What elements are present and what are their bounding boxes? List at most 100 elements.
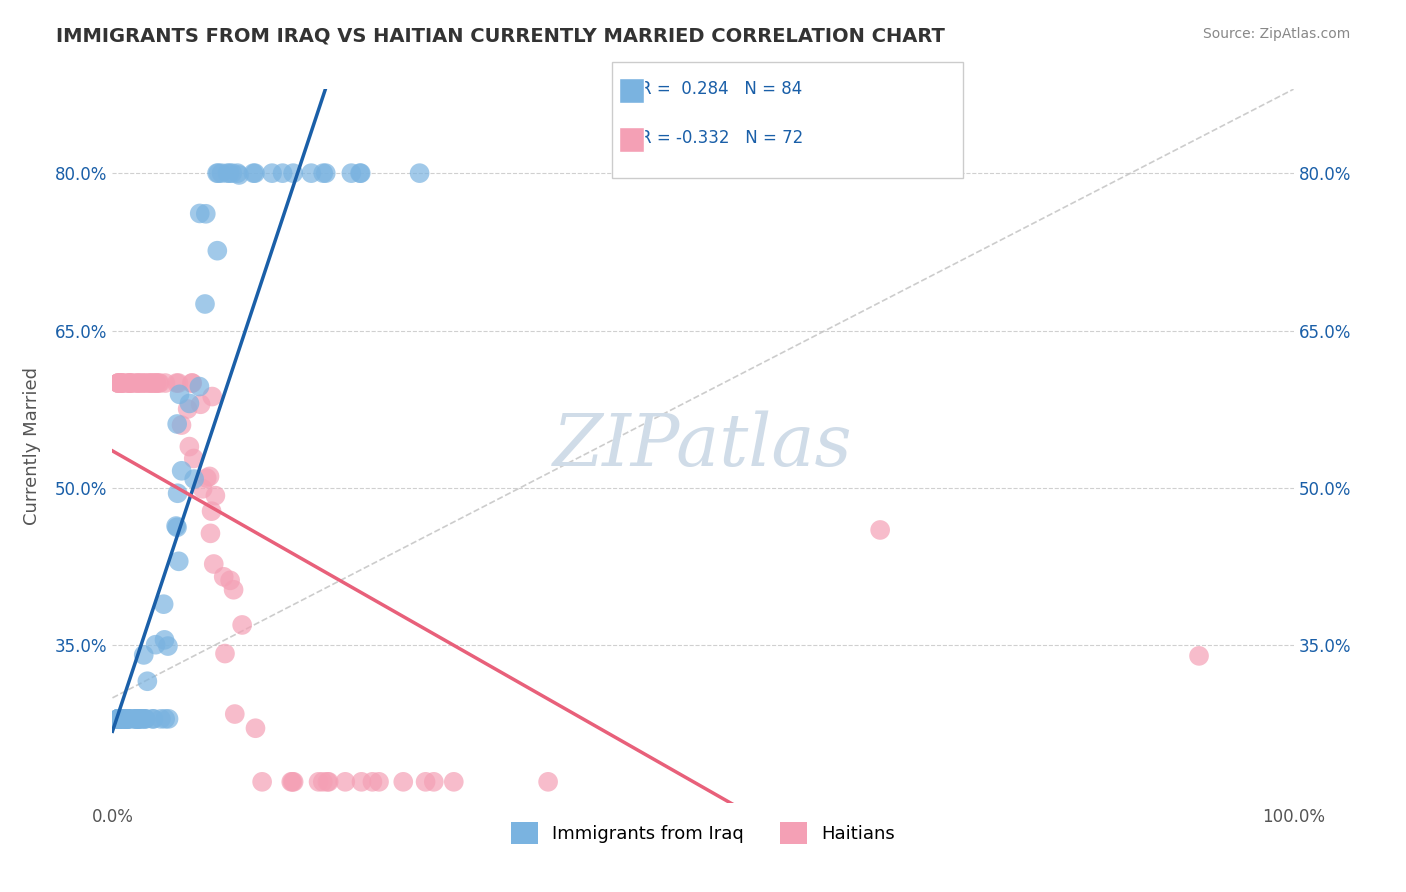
Point: [132, 376, 155, 390]
Point: [149, 712, 172, 726]
Point: [190, 397, 212, 411]
Legend: Immigrants from Iraq, Haitians: Immigrants from Iraq, Haitians: [503, 814, 903, 851]
Point: [129, 712, 152, 726]
Text: R =  0.284   N = 84: R = 0.284 N = 84: [640, 80, 801, 98]
Point: [200, 526, 222, 541]
Point: [245, 721, 267, 735]
Point: [179, 396, 201, 410]
Point: [111, 712, 134, 726]
Point: [122, 712, 145, 726]
Point: [281, 166, 304, 180]
Point: [117, 712, 139, 726]
Point: [112, 712, 135, 726]
Point: [315, 166, 337, 180]
Point: [194, 207, 217, 221]
Point: [107, 712, 129, 726]
Point: [340, 166, 363, 180]
Point: [423, 774, 446, 789]
Point: [107, 712, 129, 726]
Point: [117, 712, 139, 726]
Point: [142, 712, 165, 726]
Point: [205, 166, 228, 180]
Point: [195, 471, 218, 485]
Point: [443, 774, 465, 789]
Point: [107, 712, 129, 726]
Point: [226, 166, 249, 180]
Point: [107, 712, 129, 726]
Point: [153, 712, 176, 726]
Point: [361, 774, 384, 789]
Point: [299, 166, 322, 180]
Y-axis label: Currently Married: Currently Married: [24, 367, 41, 525]
Point: [118, 376, 141, 390]
Point: [198, 469, 221, 483]
Point: [118, 712, 141, 726]
Point: [111, 376, 134, 390]
Point: [115, 376, 138, 390]
Point: [110, 376, 132, 390]
Point: [281, 774, 304, 789]
Point: [312, 166, 335, 180]
Point: [243, 166, 266, 180]
Point: [202, 557, 225, 571]
Point: [115, 712, 138, 726]
Point: [145, 376, 167, 390]
Point: [142, 376, 165, 390]
Point: [188, 379, 211, 393]
Point: [136, 674, 159, 689]
Point: [316, 774, 339, 789]
Point: [204, 489, 226, 503]
Point: [118, 376, 141, 390]
Point: [114, 712, 136, 726]
Point: [107, 376, 129, 390]
Point: [280, 774, 302, 789]
Point: [152, 597, 174, 611]
Point: [194, 297, 217, 311]
Point: [107, 376, 129, 390]
Point: [108, 712, 131, 726]
Point: [170, 418, 193, 433]
Point: [127, 712, 149, 726]
Text: R = -0.332   N = 72: R = -0.332 N = 72: [640, 129, 803, 147]
Point: [153, 632, 176, 647]
Point: [183, 451, 205, 466]
Point: [231, 618, 253, 632]
Point: [107, 712, 129, 726]
Text: Source: ZipAtlas.com: Source: ZipAtlas.com: [1202, 27, 1350, 41]
Point: [207, 244, 229, 258]
Point: [108, 712, 131, 726]
Point: [250, 774, 273, 789]
Point: [156, 639, 179, 653]
Point: [157, 712, 180, 726]
Point: [111, 376, 134, 390]
Point: [283, 774, 305, 789]
Point: [166, 486, 188, 500]
Point: [170, 464, 193, 478]
Point: [224, 706, 246, 721]
Point: [125, 712, 148, 726]
Point: [117, 712, 139, 726]
Point: [138, 376, 160, 390]
Point: [129, 712, 152, 726]
Point: [128, 712, 150, 726]
Point: [131, 376, 153, 390]
Point: [222, 582, 245, 597]
Point: [415, 774, 437, 789]
Point: [201, 390, 224, 404]
Point: [221, 166, 243, 180]
Text: ZIPatlas: ZIPatlas: [553, 410, 853, 482]
Point: [166, 417, 188, 431]
Point: [166, 376, 188, 390]
Point: [107, 712, 129, 726]
Point: [135, 712, 157, 726]
Point: [537, 774, 560, 789]
Point: [308, 774, 330, 789]
Point: [125, 712, 148, 726]
Point: [141, 376, 163, 390]
Point: [111, 376, 134, 390]
Point: [107, 376, 129, 390]
Point: [125, 376, 148, 390]
Point: [107, 712, 129, 726]
Point: [114, 712, 136, 726]
Point: [155, 376, 177, 390]
